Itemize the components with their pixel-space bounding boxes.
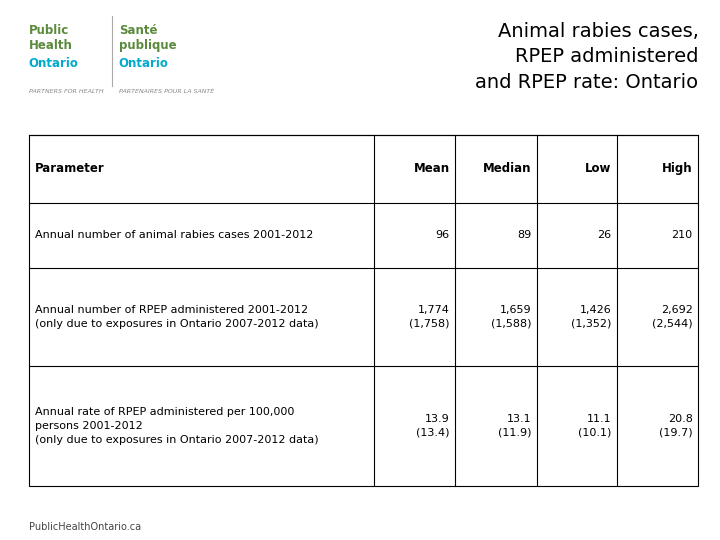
Text: Parameter: Parameter bbox=[35, 163, 104, 176]
Text: Annual rate of RPEP administered per 100,000
persons 2001-2012
(only due to expo: Annual rate of RPEP administered per 100… bbox=[35, 407, 318, 445]
Text: 89: 89 bbox=[517, 230, 531, 240]
Text: 13.1
(11.9): 13.1 (11.9) bbox=[498, 414, 531, 438]
Text: 1,774
(1,758): 1,774 (1,758) bbox=[409, 305, 449, 329]
Text: 20.8
(19.7): 20.8 (19.7) bbox=[659, 414, 693, 438]
Text: 11.1
(10.1): 11.1 (10.1) bbox=[578, 414, 611, 438]
Text: Median: Median bbox=[483, 163, 531, 176]
Text: 1,426
(1,352): 1,426 (1,352) bbox=[571, 305, 611, 329]
Text: 2,692
(2,544): 2,692 (2,544) bbox=[652, 305, 693, 329]
Text: 26: 26 bbox=[598, 230, 611, 240]
Text: Annual number of RPEP administered 2001-2012
(only due to exposures in Ontario 2: Annual number of RPEP administered 2001-… bbox=[35, 305, 318, 329]
Text: Mean: Mean bbox=[413, 163, 449, 176]
Text: 1,659
(1,588): 1,659 (1,588) bbox=[491, 305, 531, 329]
Text: PublicHealthOntario.ca: PublicHealthOntario.ca bbox=[29, 522, 141, 532]
Text: Animal rabies cases,
RPEP administered
and RPEP rate: Ontario: Animal rabies cases, RPEP administered a… bbox=[475, 22, 698, 92]
Text: Ontario: Ontario bbox=[119, 57, 168, 70]
Text: High: High bbox=[662, 163, 693, 176]
Text: 96: 96 bbox=[436, 230, 449, 240]
Text: Santé
publique: Santé publique bbox=[119, 24, 176, 52]
Text: Ontario: Ontario bbox=[29, 57, 78, 70]
Text: 210: 210 bbox=[672, 230, 693, 240]
Text: Low: Low bbox=[585, 163, 611, 176]
Text: Annual number of animal rabies cases 2001-2012: Annual number of animal rabies cases 200… bbox=[35, 230, 313, 240]
Text: 13.9
(13.4): 13.9 (13.4) bbox=[416, 414, 449, 438]
Text: PARTNERS FOR HEALTH: PARTNERS FOR HEALTH bbox=[29, 89, 104, 94]
Text: PARTENAIRES POUR LA SANTÉ: PARTENAIRES POUR LA SANTÉ bbox=[119, 89, 214, 94]
Text: Public
Health: Public Health bbox=[29, 24, 73, 52]
